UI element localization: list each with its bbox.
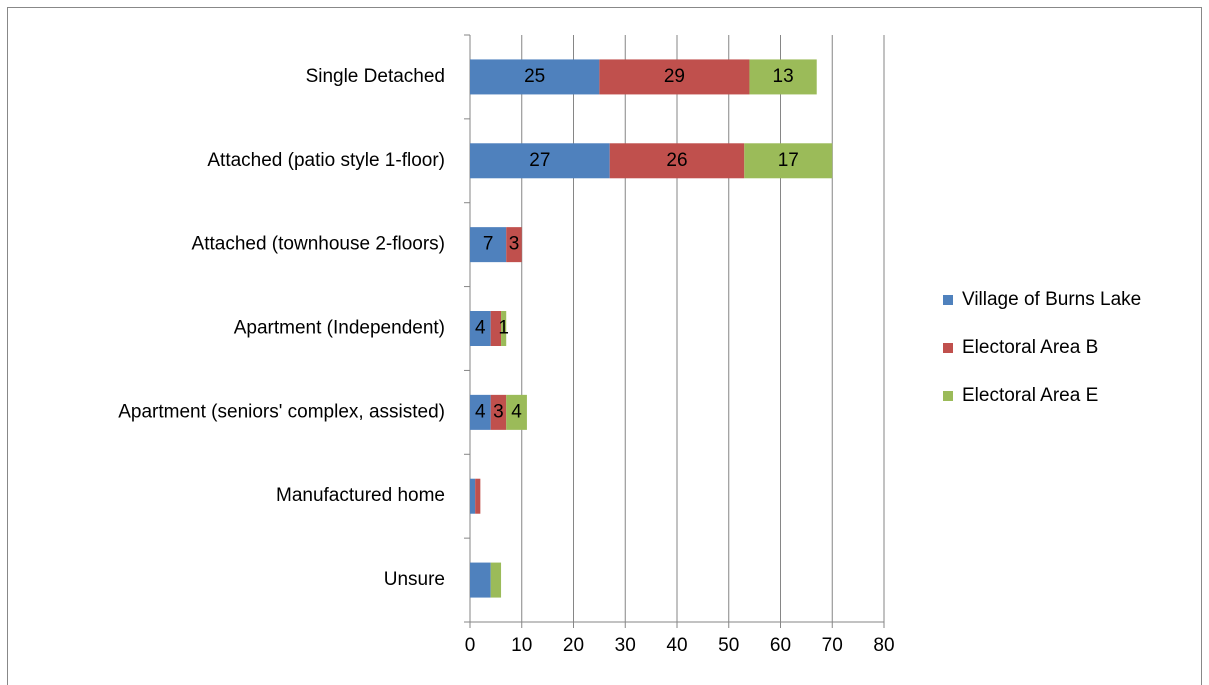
bar-segment xyxy=(609,143,745,179)
legend-swatch xyxy=(943,343,953,353)
x-tick-label: 80 xyxy=(873,635,894,656)
bar-segment xyxy=(490,311,502,346)
data-label: 3 xyxy=(493,401,504,422)
legend-label: Electoral Area B xyxy=(962,337,1098,358)
x-tick-label: 10 xyxy=(511,635,532,656)
bar-segment xyxy=(470,59,600,95)
data-label: 13 xyxy=(773,66,794,87)
bar-segment xyxy=(470,311,491,346)
x-tick-label: 20 xyxy=(563,635,584,656)
data-label: 29 xyxy=(664,66,685,87)
bar-segment xyxy=(599,59,750,95)
legend-label: Village of Burns Lake xyxy=(962,289,1141,310)
bar-segment xyxy=(490,562,502,598)
y-tick-label: Manufactured home xyxy=(276,485,445,506)
bar-segment xyxy=(470,562,491,598)
data-label: 17 xyxy=(778,150,799,171)
bar-segment xyxy=(470,143,610,179)
data-label: 3 xyxy=(509,234,520,255)
data-label: 4 xyxy=(475,318,486,339)
legend-swatch xyxy=(943,295,953,305)
chart-frame xyxy=(7,7,1202,685)
x-tick-label: 70 xyxy=(822,635,843,656)
data-label: 7 xyxy=(483,234,494,255)
bar-segment xyxy=(744,143,833,179)
bar-segment xyxy=(501,311,507,346)
y-tick-label: Attached (patio style 1-floor) xyxy=(207,150,445,171)
bar-segment xyxy=(490,394,507,430)
y-tick-label: Single Detached xyxy=(306,66,445,87)
data-label: 26 xyxy=(666,150,687,171)
legend-label: Electoral Area E xyxy=(962,385,1098,406)
y-tick-label: Apartment (seniors' complex, assisted) xyxy=(118,401,445,422)
bar-segment xyxy=(475,478,481,514)
y-tick-label: Unsure xyxy=(384,569,445,590)
bar-segment xyxy=(470,394,491,430)
data-label: 27 xyxy=(529,150,550,171)
x-tick-label: 50 xyxy=(718,635,739,656)
bar-segment xyxy=(470,227,507,263)
x-tick-label: 60 xyxy=(770,635,791,656)
data-label: 4 xyxy=(475,401,486,422)
bar-segment xyxy=(749,59,817,95)
x-tick-label: 30 xyxy=(615,635,636,656)
y-tick-label: Apartment (Independent) xyxy=(234,318,445,339)
data-label: 25 xyxy=(524,66,545,87)
legend-swatch xyxy=(943,391,953,401)
bar-segment xyxy=(506,227,522,263)
y-tick-label: Attached (townhouse 2-floors) xyxy=(192,234,445,255)
bar-segment xyxy=(506,394,527,430)
bar-segment xyxy=(470,478,476,514)
data-label: 4 xyxy=(511,401,522,422)
x-tick-label: 0 xyxy=(465,635,476,656)
x-tick-label: 40 xyxy=(666,635,687,656)
data-label: 1 xyxy=(498,318,509,339)
